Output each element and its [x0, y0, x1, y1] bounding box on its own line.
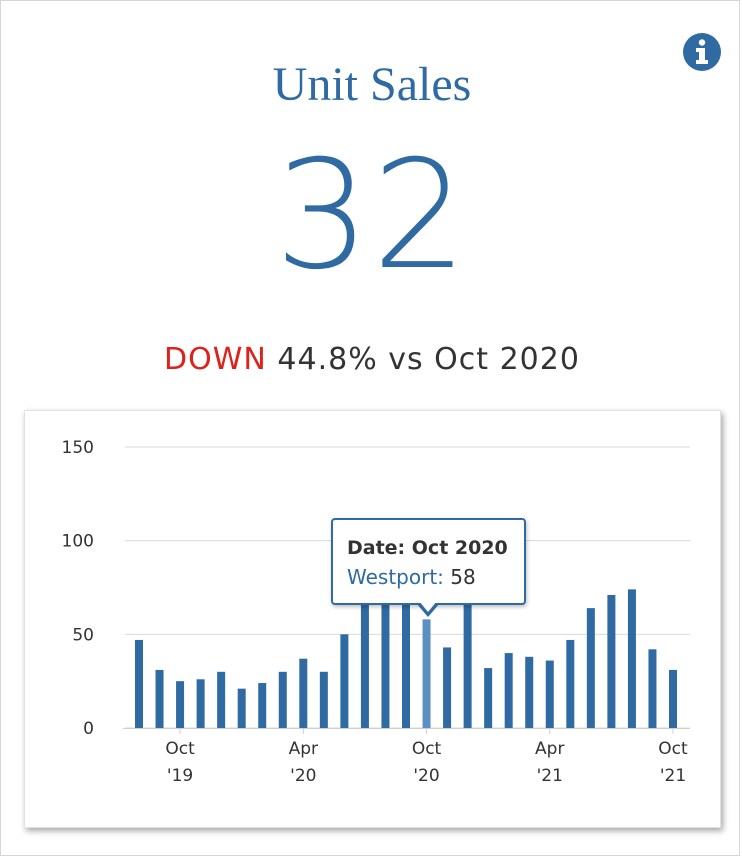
chart-container: 0 50 100 150 Oct '19 Apr '20 Oct '20 Apr '21 Oct '21	[24, 410, 721, 828]
bar[interactable]	[340, 634, 349, 728]
bar[interactable]	[586, 608, 595, 728]
bar[interactable]	[217, 671, 226, 728]
bar[interactable]	[443, 647, 452, 728]
bar[interactable]	[545, 660, 554, 728]
info-icon[interactable]	[682, 32, 722, 72]
x-tick-label-month: Oct	[165, 739, 195, 759]
bar[interactable]	[422, 619, 431, 728]
bar[interactable]	[237, 688, 246, 728]
bar[interactable]	[402, 587, 410, 729]
bar[interactable]	[360, 596, 369, 728]
x-tick-label-month: Apr	[289, 739, 318, 759]
bar[interactable]	[504, 653, 513, 728]
tooltip-series-label: Westport:	[347, 565, 444, 589]
bar[interactable]	[463, 600, 472, 728]
change-summary: DOWN 44.8% vs Oct 2020	[1, 345, 742, 375]
bar[interactable]	[525, 656, 534, 728]
metric-value: 32	[274, 129, 470, 303]
tooltip-value: 58	[443, 565, 476, 589]
y-tick-label: 100	[62, 532, 94, 552]
bar[interactable]	[566, 639, 575, 728]
bar[interactable]	[135, 639, 143, 728]
bar[interactable]	[155, 669, 164, 728]
chart-tooltip: Date: Oct 2020 Westport: 58	[331, 518, 526, 605]
bar[interactable]	[669, 669, 677, 728]
x-tick-label-year: '19	[167, 766, 193, 786]
card-title: Unit Sales	[272, 58, 472, 111]
bar[interactable]	[381, 593, 390, 728]
y-tick-label: 0	[83, 719, 94, 739]
bar[interactable]	[258, 683, 267, 728]
unit-sales-chart[interactable]: 0 50 100 150 Oct '19 Apr '20 Oct '20 Apr '21 Oct '21	[25, 411, 722, 829]
bar[interactable]	[176, 681, 185, 728]
tooltip-series-row: Westport: 58	[347, 565, 476, 589]
change-direction: DOWN	[164, 342, 267, 377]
change-text: 44.8% vs Oct 2020	[266, 342, 580, 377]
tooltip-pointer-fill	[419, 601, 437, 612]
bar[interactable]	[484, 668, 493, 728]
x-tick-label-month: Oct	[658, 739, 688, 759]
bar[interactable]	[627, 589, 636, 728]
y-tick-label: 50	[72, 625, 94, 645]
bar[interactable]	[196, 679, 205, 728]
bar[interactable]	[648, 649, 657, 728]
x-tick-label-month: Oct	[412, 739, 442, 759]
x-tick-label-month: Apr	[535, 739, 564, 759]
x-tick-label-year: '20	[413, 766, 439, 786]
x-tick-label-year: '20	[290, 766, 316, 786]
bar[interactable]	[319, 671, 328, 728]
x-tick-label-year: '21	[537, 766, 563, 786]
bar[interactable]	[299, 658, 308, 728]
x-tick-label-year: '21	[660, 766, 686, 786]
tooltip-date: Date: Oct 2020	[347, 537, 508, 559]
bar[interactable]	[607, 594, 616, 728]
y-tick-label: 150	[62, 438, 94, 458]
bar[interactable]	[278, 671, 287, 728]
